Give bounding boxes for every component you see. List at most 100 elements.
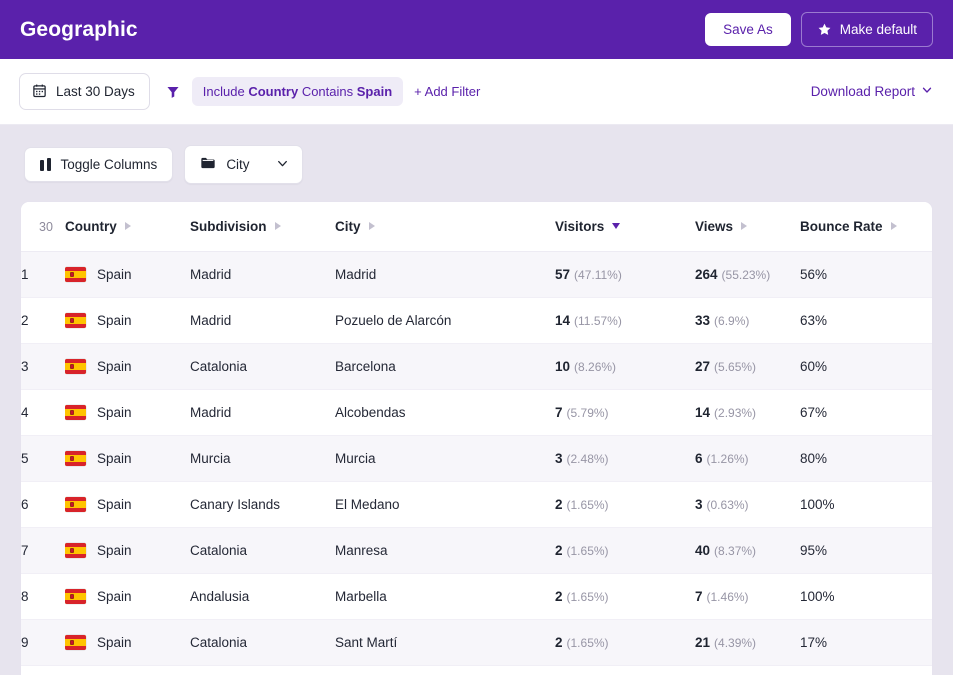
filter-bar: Last 30 Days Include Country Contains Sp… (0, 59, 953, 125)
cell-visitors: 10 (8.26%) (555, 343, 695, 390)
table-row[interactable]: 9 Spain Catalonia Sant Martí 2 (1.65%) 21 (4.39… (21, 619, 932, 666)
cell-subdivision: Madrid (190, 251, 335, 298)
column-header-bounce-rate[interactable]: Bounce Rate (800, 201, 932, 252)
toggle-columns-button[interactable]: Toggle Columns (24, 146, 174, 182)
cell-visitors: 2(1.65%) (555, 527, 695, 574)
views-percent: (0.63%) (706, 497, 749, 512)
visitors-percent: (1.65%) (566, 543, 609, 558)
table-row[interactable]: 10SpainGaliciaVigo2(1.65%)3(0.63%)50% (21, 665, 932, 675)
cell-city: Barcelona (335, 343, 555, 390)
download-report-button[interactable]: Download Report (811, 84, 933, 99)
cell-visitors: 3 (2.48%) (555, 435, 695, 482)
cell-visitors: 2(1.65%) (555, 481, 695, 528)
views-percent: (5.65%) (714, 359, 757, 374)
cell-subdivision: Canary Islands (190, 481, 335, 528)
views-percent: (6.9%) (714, 313, 750, 328)
visitors-value: 2 (555, 634, 563, 650)
column-header-views[interactable]: Views (695, 201, 800, 252)
cell-subdivision: Madrid (190, 297, 335, 344)
cell-bounce-rate: 56% (800, 251, 932, 298)
views-value: 7 (695, 588, 703, 604)
cell-country: Spain (65, 619, 190, 666)
filter-dimension-label: Country (248, 83, 299, 99)
visitors-percent: (5.79%) (566, 405, 609, 420)
table-row[interactable]: 3 Spain Catalonia Barcelona 10 (8.26%) 27 (5.65… (21, 343, 932, 390)
views-value: 264 (695, 266, 718, 282)
views-percent: (2.93%) (714, 405, 757, 420)
sort-caret-icon[interactable] (368, 222, 375, 230)
sort-caret-icon[interactable] (274, 222, 281, 230)
sort-caret-icon[interactable] (741, 222, 748, 230)
visitors-percent: (1.65%) (566, 589, 609, 604)
country-label: Spain (97, 634, 132, 650)
sort-caret-icon[interactable] (124, 222, 131, 230)
make-default-button[interactable]: Make default (800, 12, 933, 47)
cell-city: Manresa (335, 527, 555, 574)
save-as-button[interactable]: Save As (705, 12, 791, 47)
cell-country: Spain (65, 435, 190, 482)
country-label: Spain (97, 358, 132, 374)
visitors-percent: (1.65%) (566, 497, 609, 512)
cell-bounce-rate: 100% (800, 481, 932, 528)
column-header-bounce-rate-label: Bounce Rate (800, 218, 883, 234)
cell-subdivision: Madrid (190, 389, 335, 436)
sort-caret-active-icon[interactable] (612, 223, 621, 229)
cell-visitors: 2(1.65%) (555, 619, 695, 666)
table-toolbar: Toggle Columns City (20, 125, 933, 201)
table-row[interactable]: 7 Spain Catalonia Manresa 2 (1.65%) 40 (8.37%) 9… (21, 527, 932, 574)
table-body: 1 Spain Madrid Madrid 57 (47.11%) 264 (55.23%) 5… (21, 251, 932, 675)
column-header-country[interactable]: Country (65, 201, 190, 252)
table-row[interactable]: 1 Spain Madrid Madrid 57 (47.11%) 264 (55.23%) 5… (21, 251, 932, 298)
chevron-down-icon (260, 157, 289, 173)
add-filter-button[interactable]: + Add Filter (414, 84, 481, 99)
group-by-dropdown[interactable]: City (184, 145, 303, 184)
header-actions: Save As Make default (705, 12, 933, 47)
column-header-subdivision[interactable]: Subdivision (190, 201, 335, 252)
toggle-columns-label: Toggle Columns (60, 156, 158, 172)
cell-subdivision: Andalusia (190, 573, 335, 620)
visitors-percent: (2.48%) (566, 451, 609, 466)
cell-bounce-rate: 67% (800, 389, 932, 436)
page-title: Geographic (20, 17, 138, 41)
table-row[interactable]: 8 Spain Andalusia Marbella 2 (1.65%) 7 (1.46%) 1… (21, 573, 932, 620)
chevron-down-icon (921, 84, 933, 99)
columns-icon (40, 157, 51, 171)
visitors-value: 7 (555, 404, 563, 420)
views-value: 21 (695, 634, 711, 650)
geographic-table: 30 Country Subdivision (21, 201, 932, 675)
cell-city: Madrid (335, 251, 555, 298)
cell-city: Alcobendas (335, 389, 555, 436)
column-header-city[interactable]: City (335, 201, 555, 252)
visitors-percent: (47.11%) (574, 267, 622, 282)
table-header: 30 Country Subdivision (21, 201, 932, 252)
cell-country: Spain (65, 297, 190, 344)
country-label: Spain (97, 542, 132, 558)
cell-city: El Medano (335, 481, 555, 528)
views-percent: (55.23%) (721, 267, 771, 282)
cell-rank: 8 (21, 573, 65, 620)
cell-visitors: 2(1.65%) (555, 665, 695, 675)
visitors-value: 10 (555, 358, 571, 374)
cell-views: 6 (1.26%) (695, 435, 800, 482)
column-header-visitors[interactable]: Visitors (555, 201, 695, 252)
active-filter-pill[interactable]: Include Country Contains Spain (191, 76, 404, 107)
country-label: Spain (97, 404, 132, 420)
table-header-row: 30 Country Subdivision (21, 201, 932, 252)
cell-rank: 3 (21, 343, 65, 390)
column-header-rank-count: 30 (21, 201, 65, 252)
views-percent: (4.39%) (714, 635, 757, 650)
cell-views: 14 (2.93%) (695, 389, 800, 436)
table-row[interactable]: 6 Spain Canary Islands El Medano 2 (1.65%) 3 (0… (21, 481, 932, 528)
views-value: 40 (695, 542, 711, 558)
date-range-picker[interactable]: Last 30 Days (19, 72, 150, 111)
sort-caret-icon[interactable] (890, 222, 897, 230)
column-header-city-label: City (335, 218, 361, 234)
cell-bounce-rate: 95% (800, 527, 932, 574)
cell-rank: 4 (21, 389, 65, 436)
table-row[interactable]: 5 Spain Murcia Murcia 3 (2.48%) 6 (1.26%) 80% (21, 435, 932, 482)
table-row[interactable]: 2 Spain Madrid Pozuelo de Alarcón 14 (11.57%)… (21, 297, 932, 344)
visitors-percent: (1.65%) (566, 635, 609, 650)
cell-city: Marbella (335, 573, 555, 620)
table-row[interactable]: 4 Spain Madrid Alcobendas 7 (5.79%) 14 (2.93%) 6… (21, 389, 932, 436)
cell-views: 7 (1.46%) (695, 573, 800, 620)
